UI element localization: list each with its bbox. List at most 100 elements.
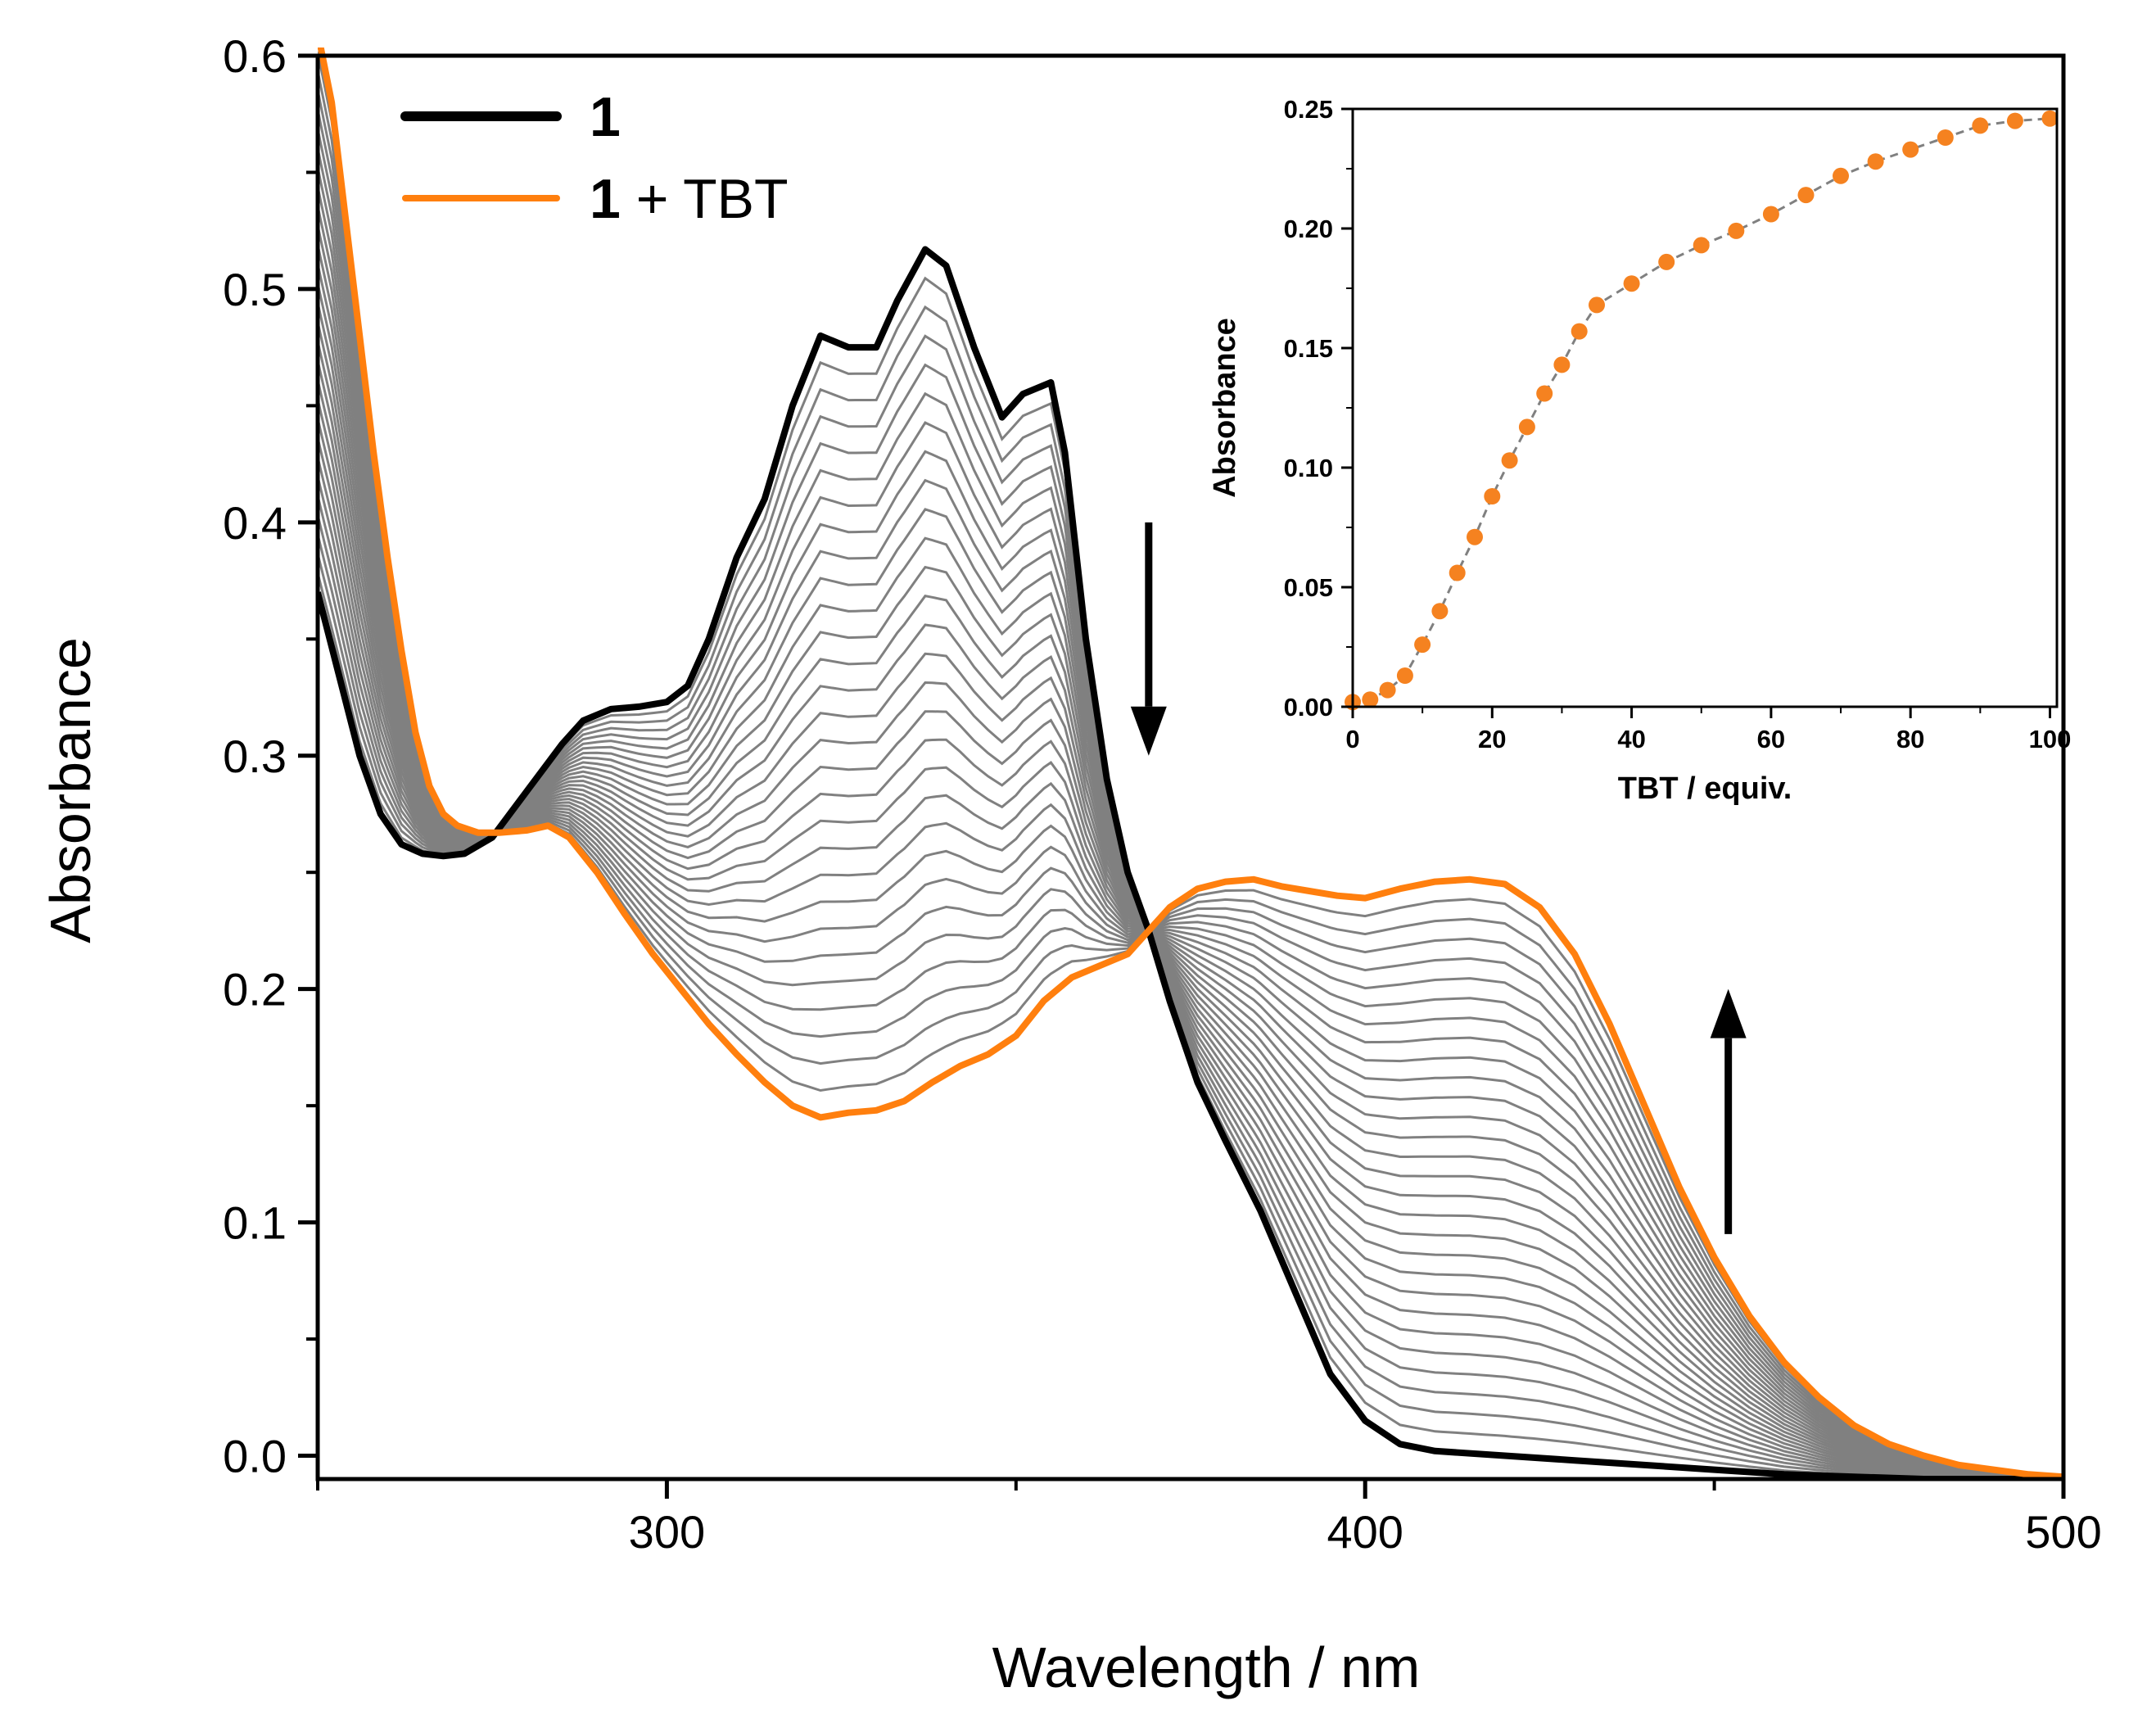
intermediate-spectrum [318,89,2063,1478]
inset-data-point [1728,222,1745,239]
inset-y-tick-label: 0.00 [1284,693,1333,722]
main-y-tick-label: 0.6 [223,30,287,82]
intermediate-spectrum [318,379,2063,1479]
inset-y-tick-label: 0.05 [1284,573,1333,602]
inset-chart: 0 20 40 60 80 100 0.00 0.05 0.10 0.15 0.20 0.25 TBT… [1208,95,2071,806]
intermediate-spectrum [318,70,2063,1478]
inset-data-point [1484,488,1501,504]
legend-label-initial-bold: 1 [590,86,621,148]
inset-data-point [1362,691,1379,708]
main-x-tick-label: 300 [629,1506,705,1558]
inset-data-point [2041,110,2059,127]
intermediate-spectrum [318,363,2063,1479]
inset-data-point [2006,112,2023,129]
inset-data-point [1693,237,1710,254]
inset-y-tick-label: 0.10 [1284,454,1333,482]
main-plot-frame [315,53,2066,1482]
inset-data-point [1431,603,1449,620]
intermediate-spectrum [318,305,2063,1479]
legend-label-final-rest: + TBT [621,168,789,230]
intermediate-spectrum [318,167,2063,1479]
intermediate-spectrum [318,244,2063,1479]
intermediate-spectrum [318,147,2063,1479]
main-y-tick-label: 0.0 [223,1431,287,1482]
series-final-line [318,47,2063,1479]
intermediate-spectrum [318,129,2063,1479]
arrow-down-icon [1130,706,1167,756]
main-y-tick-label: 0.5 [223,264,287,315]
intermediate-spectrum [318,334,2063,1479]
inset-data-point [1937,129,1954,146]
inset-data-point [1972,117,1989,134]
inset-data-point [1501,452,1518,469]
intermediate-spectrum [318,321,2063,1479]
legend-label-initial: 1 [590,86,621,148]
intermediate-spectrum [318,224,2063,1479]
inset-x-tick-label: 0 [1345,725,1359,753]
inset-x-axis-label: TBT / equiv. [1618,771,1792,806]
inset-data-point [1833,167,1849,184]
legend-label-final-bold: 1 [590,168,621,230]
inset-data-point [1414,636,1431,654]
main-arrows [1130,522,1747,1234]
inset-tick-group: 0 20 40 60 80 100 0.00 0.05 0.10 0.15 0.20 0.25 [1284,95,2072,753]
inset-markers [1345,110,2059,711]
main-y-tick-label: 0.4 [223,497,287,549]
inset-background [1336,109,2057,707]
inset-data-point [1867,153,1884,170]
inset-data-point [1571,323,1588,340]
inset-y-tick-label: 0.15 [1284,334,1333,363]
inset-connecting-line [1352,117,2050,703]
main-y-tick-label: 0.3 [223,731,287,782]
inset-data-point [1589,296,1605,314]
main-axes [315,53,2066,1482]
intermediate-spectrum [318,206,2063,1479]
inset-data-point [1379,681,1396,699]
inset-data-point [1467,528,1483,545]
intermediate-spectrum [318,360,2063,1479]
intermediate-spectrum [318,391,2063,1479]
intermediate-spectrum [318,264,2063,1479]
intermediate-spectrum [318,283,2063,1479]
intermediate-spectrum [318,437,2063,1479]
inset-data-point [1762,206,1779,223]
inset-y-axis-label: Absorbance [1208,318,1242,498]
inset-data-point [1449,564,1466,581]
intermediate-spectrum [318,450,2063,1479]
inset-data-point [1658,253,1675,270]
intermediate-spectrum [318,302,2063,1479]
legend-label-final: 1 + TBT [590,168,789,230]
intermediate-spectrum [318,341,2063,1479]
inset-x-tick-label: 80 [1896,725,1924,753]
legend: 1 1 + TBT [400,86,789,230]
main-curve-clip-group [318,47,2063,1479]
inset-data-point [1902,141,1919,158]
inset-data-point [1396,667,1413,684]
inset-dashed-line [1352,117,2050,703]
inset-data-point [1536,385,1553,402]
inset-data-point [1623,275,1640,292]
inset-data-point [1553,356,1571,373]
inset-data-point [1518,418,1535,436]
main-x-tick-label: 500 [2025,1506,2101,1558]
inset-data-point [1797,187,1815,204]
intermediate-spectrum [318,186,2063,1479]
inset-x-tick-label: 20 [1478,725,1506,753]
intermediate-spectrum [318,109,2063,1478]
main-y-tick-label: 0.2 [223,964,287,1016]
intermediate-spectrum [318,418,2063,1479]
inset-y-tick-label: 0.25 [1284,95,1333,124]
intermediate-spectrum [318,399,2063,1479]
series-initial-line [318,246,2063,1479]
main-y-axis-label: Absorbance [38,637,102,943]
main-curves [318,47,2063,1479]
main-x-tick-label: 400 [1327,1506,1403,1558]
inset-x-tick-label: 40 [1617,725,1645,753]
inset-x-tick-label: 100 [2029,725,2072,753]
inset-y-tick-label: 0.20 [1284,215,1333,243]
main-y-tick-label: 0.1 [223,1197,287,1249]
intermediate-spectrum [318,421,2063,1479]
